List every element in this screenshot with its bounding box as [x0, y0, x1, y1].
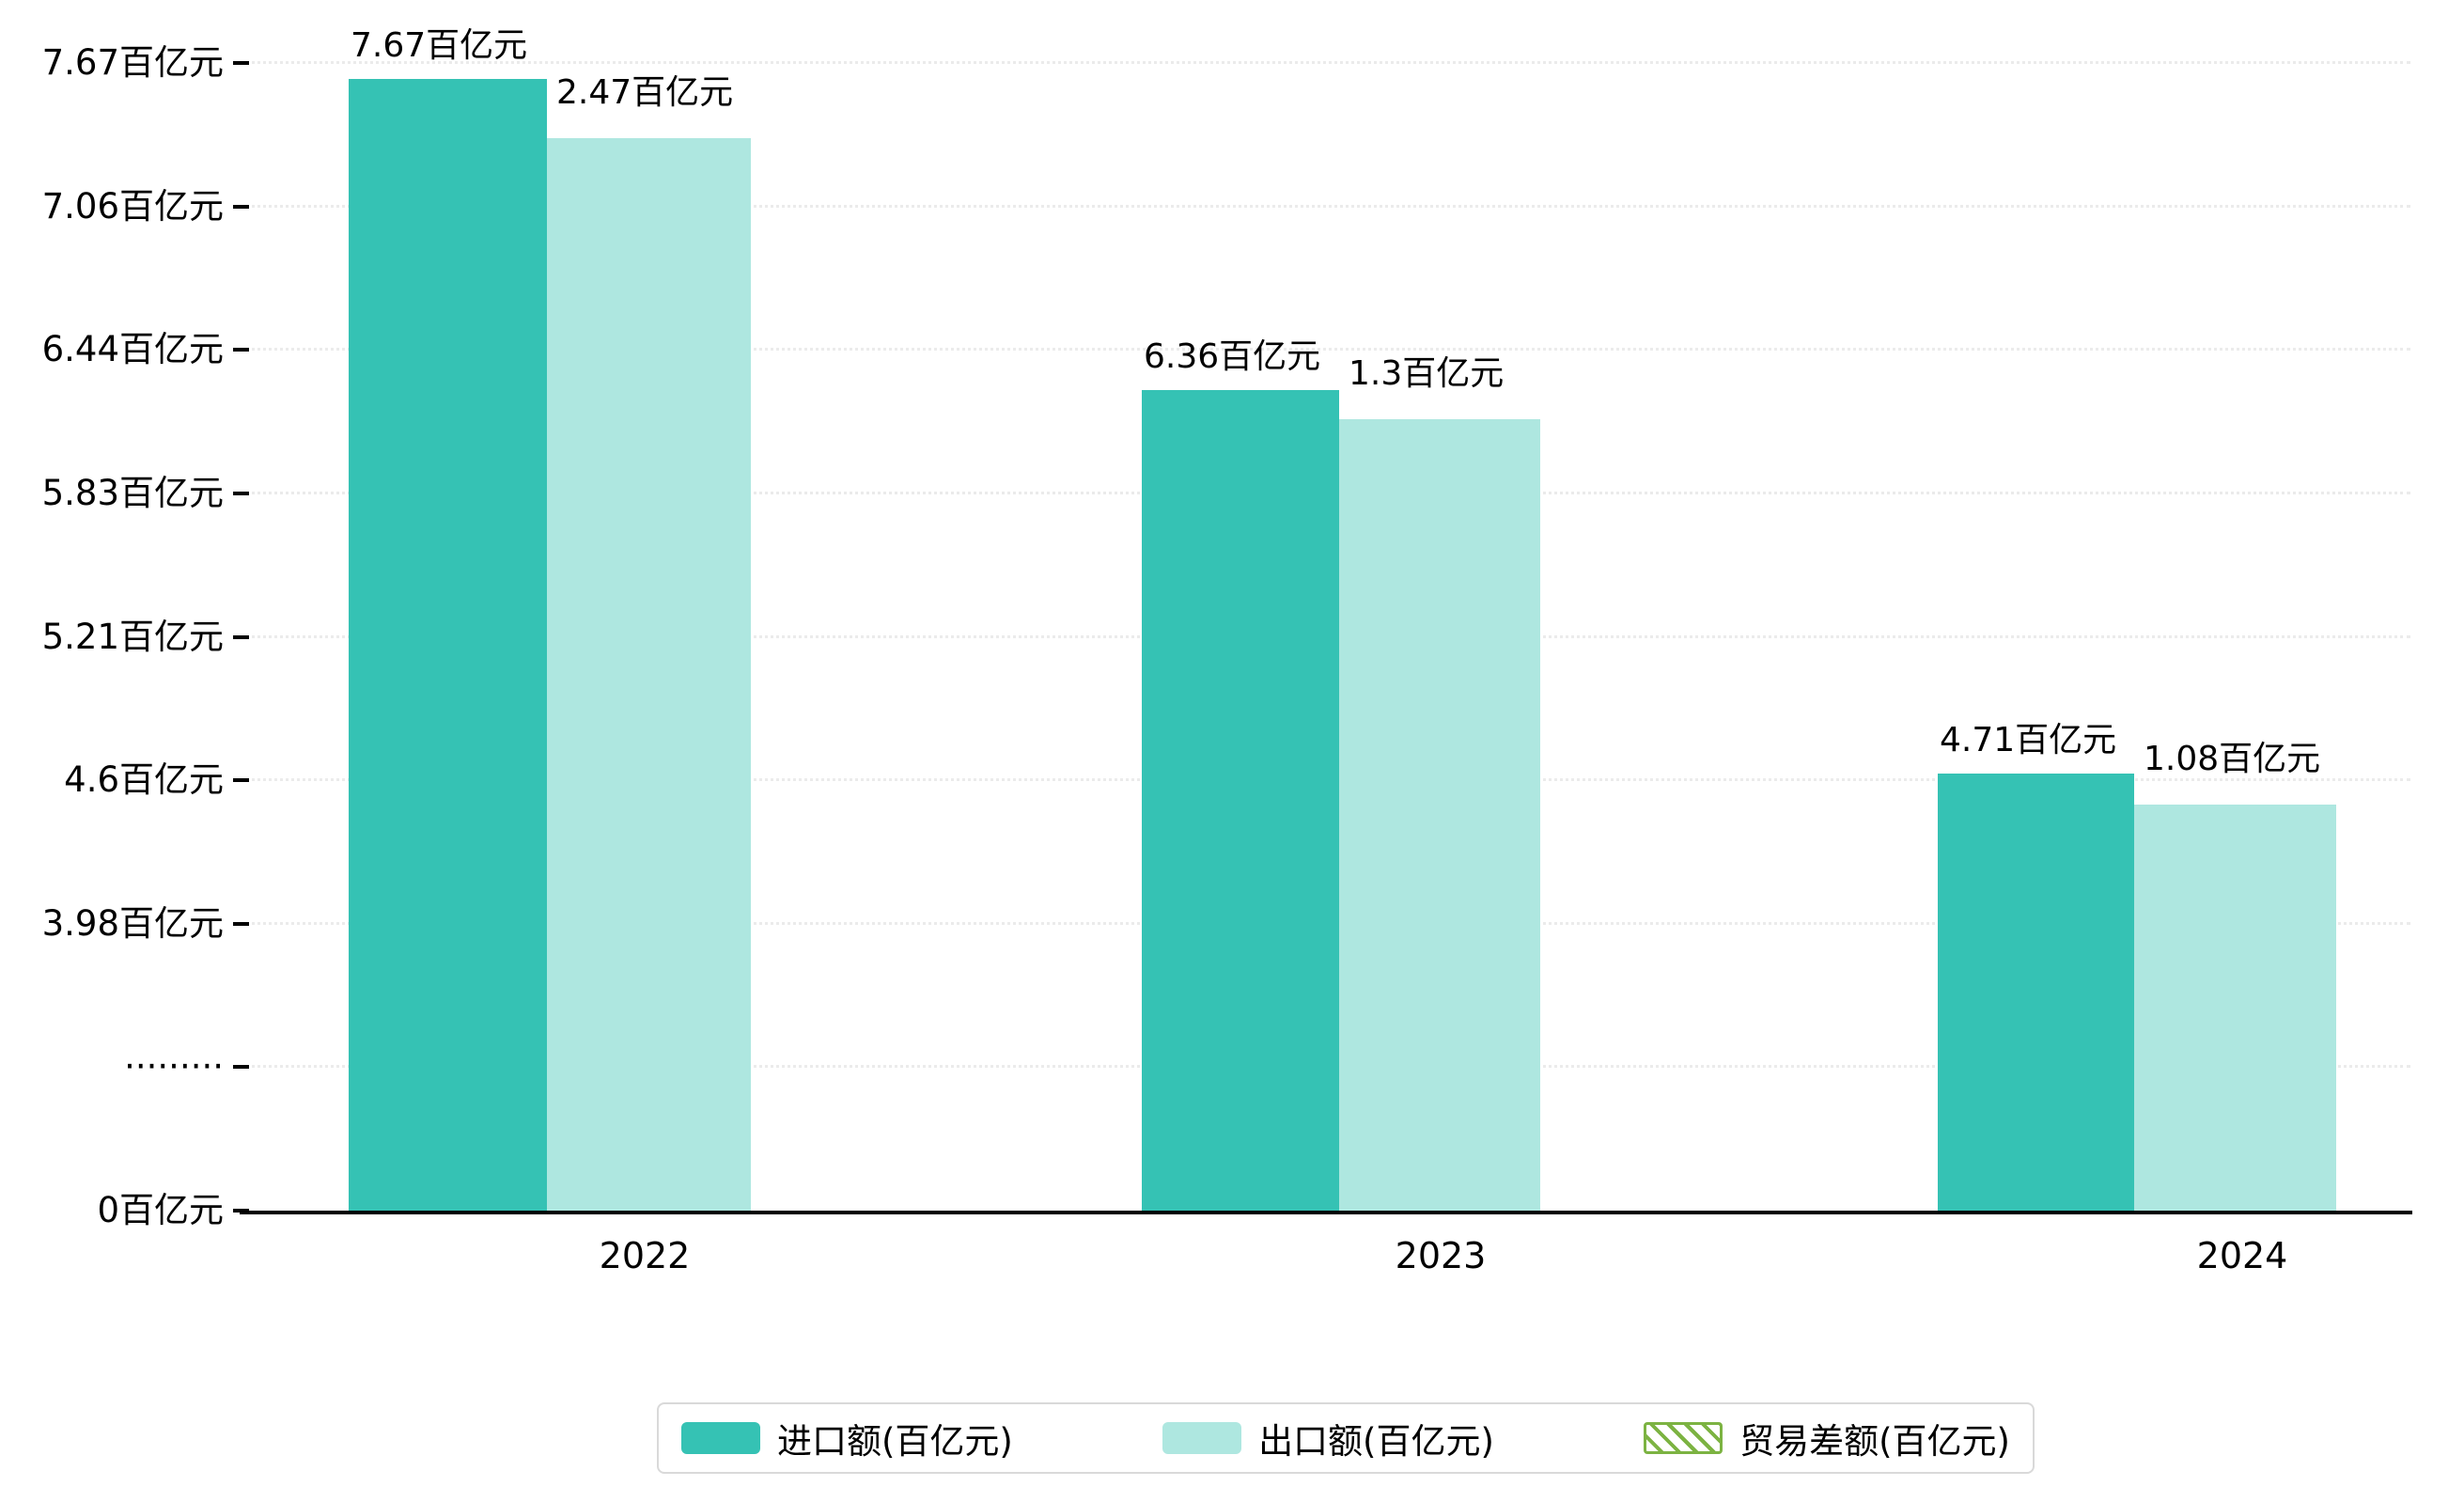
bar-value-label: 4.71百亿元	[1940, 721, 2117, 759]
x-axis-label-2023: 2023	[1395, 1235, 1487, 1276]
y-tick-mark	[233, 491, 249, 495]
y-tick-mark	[233, 61, 249, 65]
y-tick-label-8: 7.67百亿元	[41, 42, 224, 83]
y-tick-mark	[233, 204, 249, 209]
y-tick-mark	[233, 778, 249, 783]
y-tick-label-4: 5.21百亿元	[41, 616, 224, 657]
y-tick-mark	[233, 921, 249, 926]
bar-value-label: 6.36百亿元	[1144, 337, 1321, 376]
bar-value-label: 1.08百亿元	[2144, 740, 2321, 778]
legend-item-2[interactable]: 贸易差额(百亿元)	[1644, 1413, 2010, 1463]
bar-2022-export[interactable]	[547, 138, 751, 1211]
y-tick-mark	[233, 634, 249, 639]
legend-item-1[interactable]: 出口额(百亿元)	[1162, 1413, 1494, 1463]
y-tick-mark	[233, 348, 249, 352]
bar-value-label: 1.3百亿元	[1349, 354, 1505, 393]
gridline	[240, 61, 2410, 64]
x-axis-label-2024: 2024	[2196, 1235, 2288, 1276]
gridline	[240, 348, 2410, 352]
legend-label-0: 进口额(百亿元)	[777, 1421, 1013, 1462]
legend-label-2: 贸易差额(百亿元)	[1739, 1421, 2010, 1462]
bar-2023-export[interactable]	[1339, 419, 1540, 1211]
y-tick-label-2: 3.98百亿元	[41, 902, 224, 944]
bar-2024-export[interactable]	[2134, 805, 2336, 1211]
y-tick-label-5: 5.83百亿元	[41, 472, 224, 513]
bar-2024-import[interactable]	[1938, 774, 2134, 1211]
y-tick-mark	[233, 1065, 249, 1070]
x-axis-label-2022: 2022	[599, 1235, 691, 1276]
y-tick-label-7: 7.06百亿元	[41, 185, 224, 227]
legend: 进口额(百亿元) 出口额(百亿元) 贸易差额(百亿元)	[657, 1402, 2035, 1474]
y-tick-label-3: 4.6百亿元	[64, 759, 224, 801]
x-axis-line	[240, 1211, 2412, 1214]
legend-label-1: 出口额(百亿元)	[1258, 1421, 1494, 1462]
bar-value-label: 7.67百亿元	[351, 26, 528, 65]
bar-value-label: 2.47百亿元	[556, 73, 734, 112]
legend-item-0[interactable]: 进口额(百亿元)	[681, 1413, 1013, 1463]
legend-swatch-hatched-2	[1644, 1422, 1723, 1454]
y-tick-label-6: 6.44百亿元	[41, 329, 224, 370]
bar-2022-import[interactable]	[349, 79, 547, 1211]
y-tick-label-0: 0百亿元	[97, 1190, 224, 1230]
y-tick-label-1: ·········	[124, 1046, 224, 1087]
gridline	[240, 204, 2410, 208]
legend-swatch-solid-1	[1162, 1422, 1242, 1454]
bar-2023-import[interactable]	[1142, 390, 1339, 1211]
legend-swatch-solid-0	[681, 1422, 760, 1454]
